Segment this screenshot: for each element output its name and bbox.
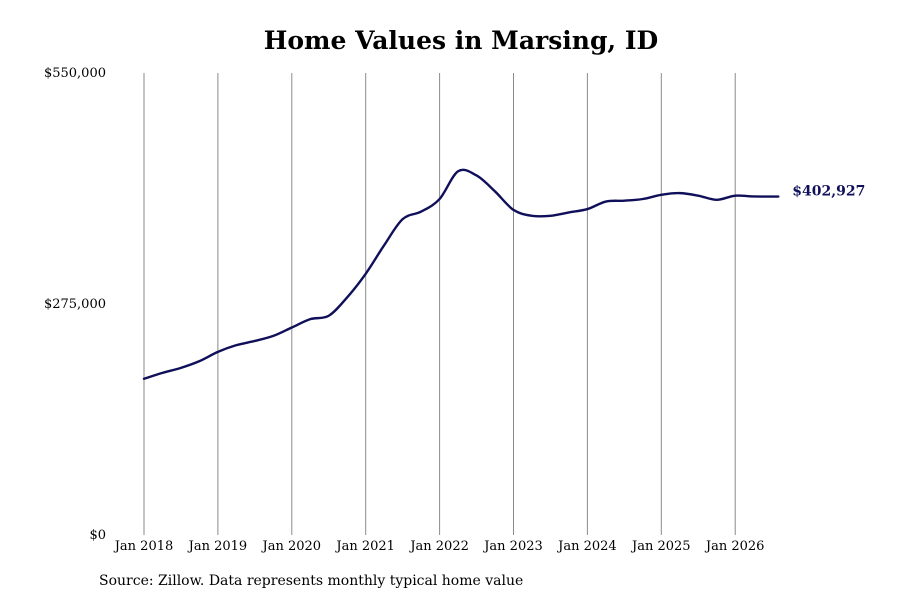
x-tick-label: Jan 2018	[113, 539, 174, 554]
home-value-series-line	[142, 168, 780, 380]
y-tick-label: $550,000	[44, 66, 106, 81]
chart-title: Home Values in Marsing, ID	[263, 26, 659, 55]
end-value-label: $402,927	[792, 184, 865, 200]
x-tick-label: Jan 2020	[261, 539, 322, 554]
grid-lines	[143, 73, 736, 535]
x-axis-ticks: Jan 2018 Jan 2019 Jan 2020 Jan 2021 Jan 2022…	[113, 539, 765, 554]
x-tick-label: Jan 2021	[334, 539, 395, 554]
x-tick-label: Jan 2024	[556, 539, 617, 554]
series-layer	[142, 168, 780, 380]
y-tick-label: $0	[89, 528, 106, 543]
y-tick-label: $275,000	[44, 297, 106, 312]
x-tick-label: Jan 2022	[408, 539, 469, 554]
x-tick-label: Jan 2025	[630, 539, 691, 554]
source-note: Source: Zillow. Data represents monthly …	[99, 573, 524, 589]
x-tick-label: Jan 2026	[704, 539, 765, 554]
x-tick-label: Jan 2019	[187, 539, 248, 554]
x-tick-label: Jan 2023	[482, 539, 543, 554]
y-axis-ticks: $0 $275,000 $550,000	[44, 66, 106, 543]
